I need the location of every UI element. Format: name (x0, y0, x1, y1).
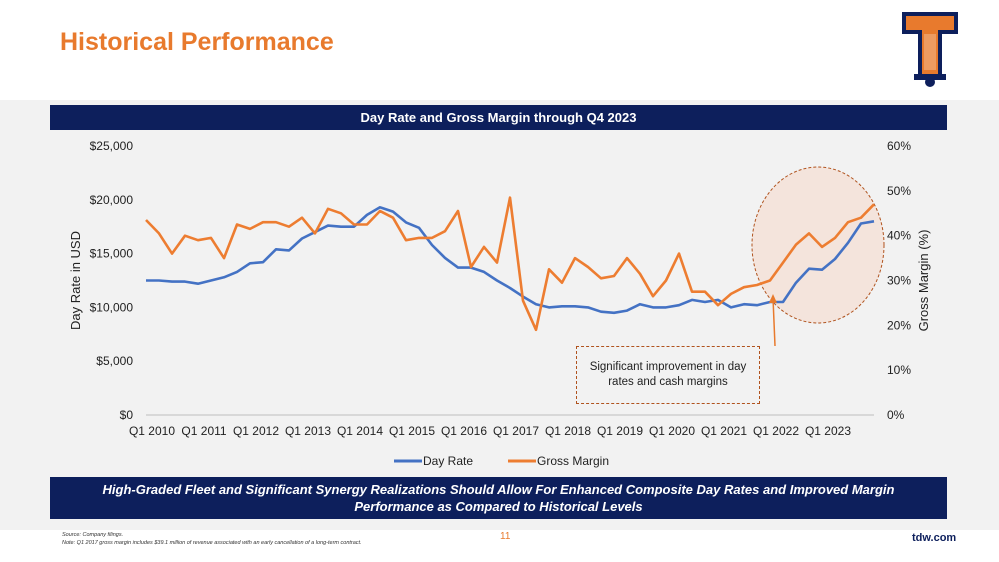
chart-title: Day Rate and Gross Margin through Q4 202… (50, 105, 947, 130)
x-tick-label: Q1 2020 (649, 424, 695, 438)
y-tick-label: $10,000 (90, 300, 134, 314)
footnote-note: Note: Q1 2017 gross margin includes $39.… (62, 540, 362, 546)
legend-label: Day Rate (423, 454, 473, 468)
series-line-gross-margin (145, 196, 875, 332)
x-tick-label: Q1 2022 (753, 424, 799, 438)
highlight-ellipse (751, 166, 885, 324)
page-number: 11 (500, 531, 511, 542)
tidewater-logo-icon (902, 12, 958, 87)
x-tick-label: Q1 2021 (701, 424, 747, 438)
x-tick-label: Q1 2018 (545, 424, 591, 438)
x-tick-label: Q1 2019 (597, 424, 643, 438)
callout-arrow-head (769, 294, 777, 303)
y-tick-label: $15,000 (90, 247, 134, 261)
footnotes: Source: Company filings. Note: Q1 2017 g… (62, 531, 362, 547)
x-tick-label: Q1 2014 (337, 424, 383, 438)
x-tick-label: Q1 2015 (389, 424, 435, 438)
x-tick-label: Q1 2023 (805, 424, 851, 438)
page-title: Historical Performance (60, 28, 334, 56)
summary-banner: High-Graded Fleet and Significant Synerg… (50, 477, 947, 519)
x-tick-label: Q1 2013 (285, 424, 331, 438)
series-line-day-rate (146, 206, 875, 315)
y-tick-label: $5,000 (96, 354, 133, 368)
x-tick-label: Q1 2010 (129, 424, 175, 438)
y2-tick-label: 50% (887, 184, 911, 198)
y2-tick-label: 60% (887, 139, 911, 153)
y2-tick-label: 30% (887, 274, 911, 288)
x-tick-label: Q1 2011 (181, 424, 226, 438)
y2-tick-label: 10% (887, 363, 911, 377)
x-tick-label: Q1 2017 (493, 424, 539, 438)
y2-tick-label: 0% (887, 408, 905, 422)
callout-arrow-line (772, 297, 776, 347)
x-tick-label: Q1 2012 (233, 424, 279, 438)
y-tick-label: $20,000 (90, 193, 134, 207)
y2-axis-label: Gross Margin (%) (916, 230, 931, 332)
y2-tick-label: 20% (887, 318, 911, 332)
y-axis-label: Day Rate in USD (68, 231, 83, 330)
y2-tick-label: 40% (887, 229, 911, 243)
line-chart: $0 $5,000 $10,000 $15,000 $20,000 $25,000 0% 10… (68, 139, 931, 468)
callout-box: Significant improvement in day rates and… (576, 346, 760, 404)
x-tick-label: Q1 2016 (441, 424, 487, 438)
legend-label: Gross Margin (537, 454, 609, 468)
footnote-source: Source: Company filings. (62, 532, 124, 538)
y-tick-label: $25,000 (90, 139, 134, 153)
y-tick-label: $0 (120, 408, 134, 422)
website-label: tdw.com (912, 532, 957, 544)
